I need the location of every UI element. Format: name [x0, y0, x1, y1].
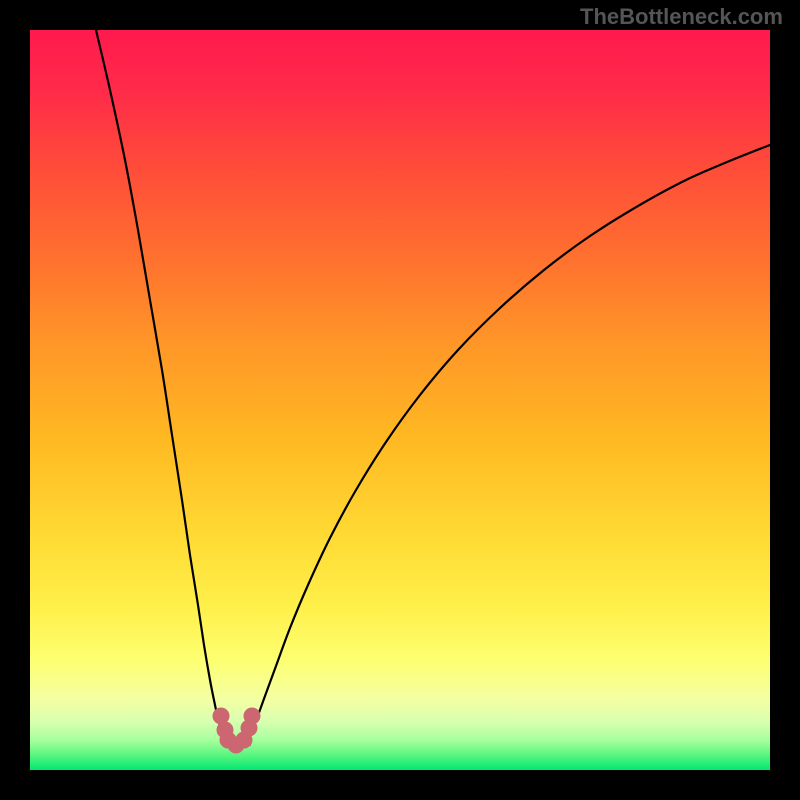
data-marker: [244, 708, 261, 725]
watermark-text: TheBottleneck.com: [580, 4, 783, 30]
curves-layer: [30, 30, 770, 770]
plot-area: [30, 30, 770, 770]
chart-frame: TheBottleneck.com: [0, 0, 800, 800]
curve: [247, 145, 770, 739]
curve: [96, 30, 226, 739]
